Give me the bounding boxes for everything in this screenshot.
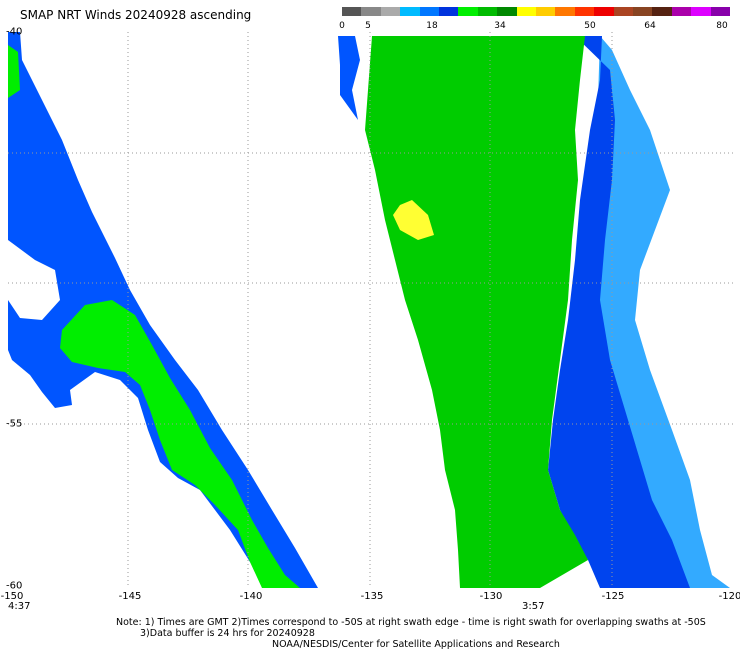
left-swath-moderate-wind — [60, 300, 300, 588]
colorbar — [342, 7, 731, 16]
right-swath-high-wind-patch — [393, 200, 434, 240]
colorbar-segment — [419, 7, 440, 16]
colorbar-segment — [536, 7, 556, 16]
colorbar-segment — [671, 7, 692, 16]
map-title: SMAP NRT Winds 20240928 ascending — [20, 8, 252, 22]
colorbar-segment — [613, 7, 634, 16]
colorbar-segment — [400, 7, 421, 16]
colorbar-segment — [516, 7, 537, 16]
lat-label-40: -40 — [6, 26, 23, 38]
colorbar-segment — [361, 7, 382, 16]
left-swath-moderate-wind-edge — [8, 45, 20, 98]
colorbar-segment — [710, 7, 731, 16]
colorbar-segment — [594, 7, 615, 16]
lon-label-130: -130 — [479, 591, 503, 602]
colorbar-tick-50: 50 — [584, 21, 596, 31]
colorbar-segment — [633, 7, 653, 16]
swath-time-left: 4:37 — [8, 601, 31, 612]
colorbar-tick-0: 0 — [339, 21, 345, 31]
lon-label-125: -125 — [601, 591, 625, 602]
swath-time-right: 3:57 — [522, 601, 545, 612]
colorbar-tick-80: 80 — [716, 21, 728, 31]
left-swath-low-wind — [8, 32, 318, 588]
colorbar-tick-5: 5 — [365, 21, 371, 31]
lat-label-55: -55 — [6, 418, 23, 430]
colorbar-segment — [458, 7, 479, 16]
right-swath-moderate-wind — [365, 36, 588, 588]
note-line-3: NOAA/NESDIS/Center for Satellite Applica… — [272, 639, 560, 650]
colorbar-segment — [497, 7, 518, 16]
right-swath-low-wind — [548, 36, 690, 588]
colorbar-tick-64: 64 — [644, 21, 656, 31]
colorbar-segment — [342, 7, 362, 16]
colorbar-segment — [652, 7, 673, 16]
colorbar-tick-34: 34 — [494, 21, 506, 31]
colorbar-segment — [691, 7, 712, 16]
colorbar-segment — [380, 7, 401, 16]
colorbar-segment — [439, 7, 459, 16]
note-line-2: 3)Data buffer is 24 hrs for 20240928 — [140, 628, 315, 639]
colorbar-segment — [477, 7, 498, 16]
note-line-1: Note: 1) Times are GMT 2)Times correspon… — [116, 617, 706, 628]
colorbar-tick-18: 18 — [426, 21, 438, 31]
lon-label-140: -140 — [239, 591, 263, 602]
lat-label-60: -60 — [6, 580, 23, 592]
left-swath-light-wind — [8, 240, 60, 320]
lon-label-150: -150 — [0, 591, 24, 602]
colorbar-segment — [574, 7, 595, 16]
colorbar-segment — [555, 7, 576, 16]
right-swath-low-wind-edge — [338, 36, 360, 120]
lon-label-145: -145 — [118, 591, 142, 602]
lon-label-135: -135 — [360, 591, 384, 602]
lon-label-120: -120 — [718, 591, 740, 602]
